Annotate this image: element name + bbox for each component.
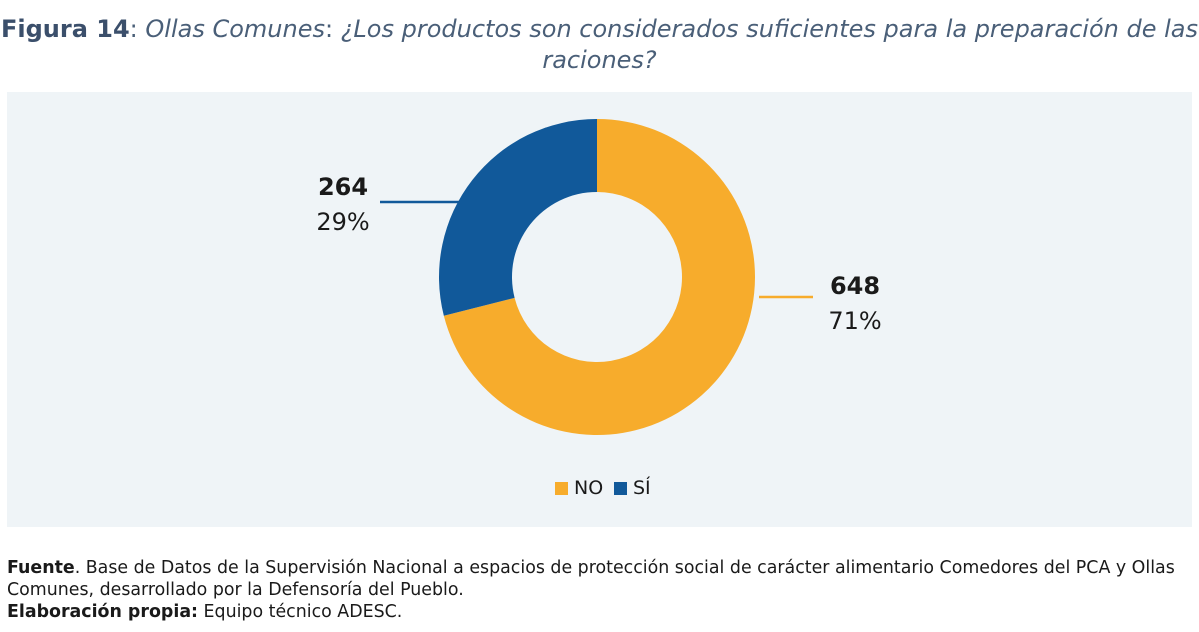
percent-label-no: 71% bbox=[828, 307, 881, 335]
legend-swatch-si bbox=[614, 482, 627, 495]
legend-swatch-no bbox=[555, 482, 568, 495]
credit-text: Equipo técnico ADESC. bbox=[198, 602, 403, 622]
legend-label-si: SÍ bbox=[633, 476, 651, 499]
slice-no bbox=[443, 119, 755, 435]
figure-title: Figura 14: Ollas Comunes: ¿Los productos… bbox=[0, 14, 1199, 76]
legend-label-no: NO bbox=[574, 477, 603, 499]
figure-caption: : Ollas Comunes: ¿Los productos son cons… bbox=[129, 15, 1198, 74]
footer-notes: Fuente. Base de Datos de la Supervisión … bbox=[7, 557, 1192, 623]
slice-sí bbox=[438, 119, 597, 316]
source-text: . Base de Datos de la Supervisión Nacion… bbox=[7, 558, 1175, 600]
source-note: Fuente. Base de Datos de la Supervisión … bbox=[7, 557, 1192, 601]
donut-chart: 648 71% 264 29% NO SÍ bbox=[316, 119, 882, 499]
percent-label-si: 29% bbox=[316, 208, 369, 236]
credit-label: Elaboración propia: bbox=[7, 602, 199, 622]
value-label-no: 648 bbox=[830, 272, 880, 300]
chart-panel: 648 71% 264 29% NO SÍ bbox=[7, 92, 1192, 527]
credit-note: Elaboración propia: Equipo técnico ADESC… bbox=[7, 601, 1192, 623]
figure-number: Figura 14 bbox=[1, 15, 130, 43]
source-label: Fuente bbox=[7, 558, 75, 578]
value-label-si: 264 bbox=[318, 173, 368, 201]
